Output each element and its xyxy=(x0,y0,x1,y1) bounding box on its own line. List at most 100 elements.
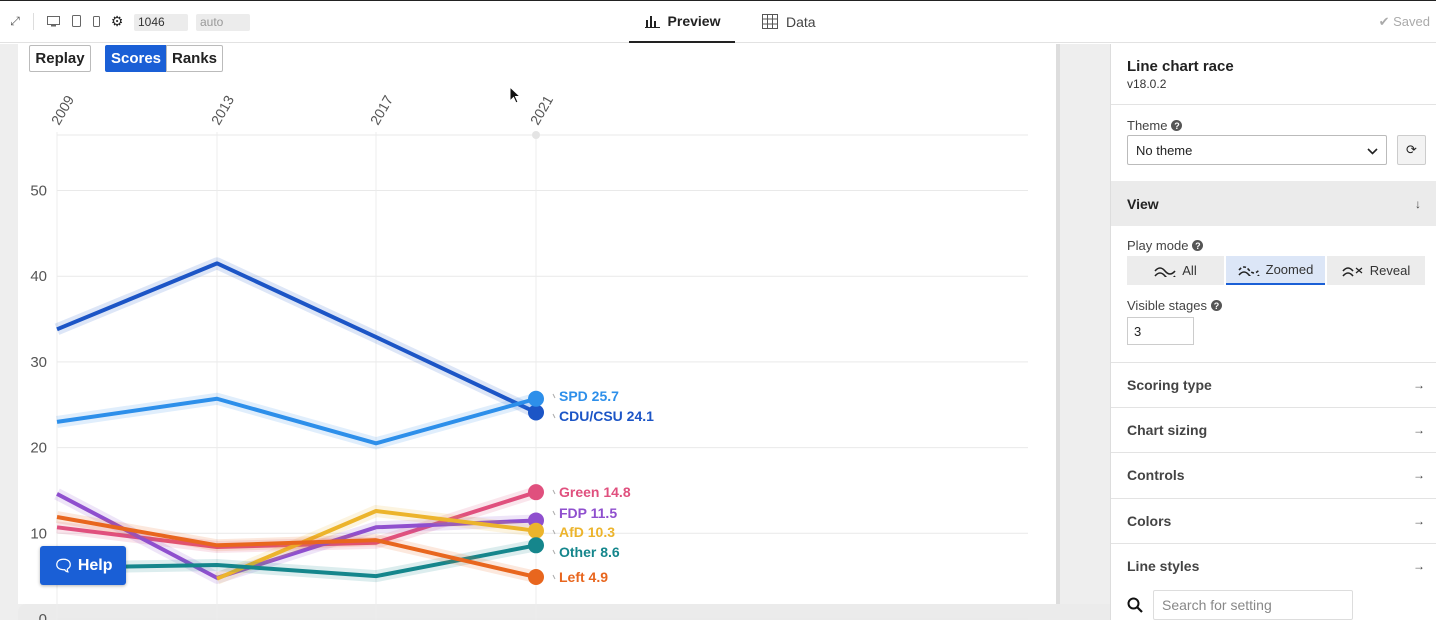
view-section-title: View xyxy=(1127,195,1159,212)
ranks-button[interactable]: Ranks xyxy=(166,45,223,72)
visible-stages-label: Visible stages xyxy=(1127,298,1207,313)
panel-version: v18.0.2 xyxy=(1127,77,1167,91)
label-connector xyxy=(552,574,556,580)
x-axis-marker xyxy=(532,131,540,139)
x-tick-label: 2017 xyxy=(367,92,397,127)
series-end-dot xyxy=(528,522,544,539)
series-end-dot xyxy=(528,390,544,407)
mouse-cursor-icon xyxy=(509,86,522,104)
refresh-theme-button[interactable]: ⟳ xyxy=(1397,135,1426,165)
series-line xyxy=(216,509,537,581)
desktop-icon[interactable] xyxy=(45,13,61,29)
x-tick-label: 2021 xyxy=(527,92,557,127)
height-input[interactable]: auto xyxy=(196,14,250,31)
label-connector xyxy=(552,529,556,535)
series-label: CDU/CSU 24.1 xyxy=(559,408,654,424)
play-mode-label-row: Play mode ? xyxy=(1127,238,1204,253)
tab-preview-label: Preview xyxy=(667,12,721,29)
tablet-icon[interactable] xyxy=(68,13,84,29)
series-label: Other 8.6 xyxy=(559,544,620,560)
label-connector xyxy=(552,413,556,419)
section-controls[interactable]: Controls → xyxy=(1111,452,1436,497)
play-mode-all-label: All xyxy=(1182,263,1197,278)
table-icon xyxy=(762,14,778,29)
series-line xyxy=(56,261,537,415)
bar-chart-icon xyxy=(644,15,660,28)
x-tick-label: 2013 xyxy=(208,92,238,127)
canvas-resize-handle[interactable] xyxy=(1056,44,1060,604)
tab-data[interactable]: Data xyxy=(762,0,816,43)
panel-title: Line chart race xyxy=(1127,58,1234,75)
theme-select-value: No theme xyxy=(1136,142,1193,158)
width-input[interactable]: 1046 xyxy=(134,14,188,31)
arrow-right-icon: → xyxy=(1413,378,1425,392)
tab-preview[interactable]: Preview xyxy=(629,0,735,43)
series-label: SPD 25.7 xyxy=(559,388,619,404)
section-title: Controls xyxy=(1127,467,1185,483)
arrow-right-icon: → xyxy=(1413,514,1425,528)
play-mode-label: Play mode xyxy=(1127,238,1189,253)
view-section-header[interactable]: View ↓ xyxy=(1111,181,1436,226)
search-icon xyxy=(1127,597,1143,613)
zoom-wave-icon xyxy=(1238,265,1260,276)
play-mode-reveal-label: Reveal xyxy=(1369,263,1411,278)
y-tick-label: 0 xyxy=(39,611,47,620)
series-end-dot xyxy=(528,537,544,554)
reveal-wave-icon xyxy=(1342,266,1363,277)
theme-select[interactable]: No theme xyxy=(1127,135,1387,165)
series-line xyxy=(56,543,537,579)
arrow-down-icon: ↓ xyxy=(1415,196,1421,211)
scores-button[interactable]: Scores xyxy=(105,45,167,72)
series-halo xyxy=(54,257,539,418)
search-row: Search for setting xyxy=(1127,590,1353,620)
series-label: AfD 10.3 xyxy=(559,524,615,540)
series-end-dot xyxy=(528,569,544,586)
saved-label: Saved xyxy=(1393,14,1430,29)
expand-icon[interactable]: ⤢ xyxy=(10,13,20,28)
visible-stages-input[interactable]: 3 xyxy=(1127,317,1194,345)
section-colors[interactable]: Colors → xyxy=(1111,498,1436,543)
gear-icon[interactable]: ⚙ xyxy=(110,12,124,29)
help-circle-icon[interactable]: ? xyxy=(1210,300,1222,311)
section-title: Scoring type xyxy=(1127,377,1212,393)
replay-button[interactable]: Replay xyxy=(29,45,91,72)
chat-icon: 🗨 xyxy=(53,557,74,575)
theme-label: Theme xyxy=(1127,118,1168,133)
section-title: Line styles xyxy=(1127,558,1200,574)
help-button[interactable]: 🗨 Help xyxy=(40,546,126,585)
help-label: Help xyxy=(77,556,113,574)
visible-stages-label-row: Visible stages ? xyxy=(1127,298,1222,313)
refresh-icon: ⟳ xyxy=(1406,142,1417,157)
series-label: Green 14.8 xyxy=(559,484,631,500)
series-end-dot xyxy=(528,404,544,421)
section-title: Colors xyxy=(1127,513,1172,529)
series-label: FDP 11.5 xyxy=(559,505,617,521)
play-mode-zoomed-label: Zoomed xyxy=(1265,262,1314,277)
series-line xyxy=(56,396,537,446)
series-end-dot xyxy=(528,484,544,501)
x-tick-label: 2009 xyxy=(48,92,78,127)
section-title: Chart sizing xyxy=(1127,422,1208,438)
section-line-styles[interactable]: Line styles → xyxy=(1111,543,1436,588)
check-icon: ✔ xyxy=(1378,14,1390,29)
section-chart-sizing[interactable]: Chart sizing → xyxy=(1111,407,1436,452)
play-mode-zoomed[interactable]: Zoomed xyxy=(1226,256,1325,285)
arrow-right-icon: → xyxy=(1413,468,1425,482)
section-scoring-type[interactable]: Scoring type → xyxy=(1111,362,1436,407)
label-connector xyxy=(552,393,556,399)
line-chart: 0 10 20 30 40 50 2009 2013 2017 2021 CDU/CSU 24.1 S… xyxy=(30,92,1028,620)
search-input[interactable]: Search for setting xyxy=(1153,590,1353,620)
play-mode-reveal[interactable]: Reveal xyxy=(1327,256,1425,285)
phone-icon[interactable] xyxy=(88,13,104,29)
help-circle-icon[interactable]: ? xyxy=(1192,240,1204,251)
y-tick-label: 50 xyxy=(30,183,47,200)
label-connector xyxy=(552,510,556,516)
top-toolbar: ⤢ ⚙ 1046 auto Preview Data ✔ Saved xyxy=(0,0,1436,43)
arrow-right-icon: → xyxy=(1413,559,1425,573)
arrow-right-icon: → xyxy=(1413,423,1425,437)
help-circle-icon[interactable]: ? xyxy=(1171,120,1183,131)
y-tick-label: 10 xyxy=(30,525,47,542)
settings-panel: Line chart race v18.0.2 Theme ? No theme… xyxy=(1110,44,1436,620)
play-mode-all[interactable]: All xyxy=(1127,256,1224,285)
y-tick-label: 40 xyxy=(30,268,47,285)
